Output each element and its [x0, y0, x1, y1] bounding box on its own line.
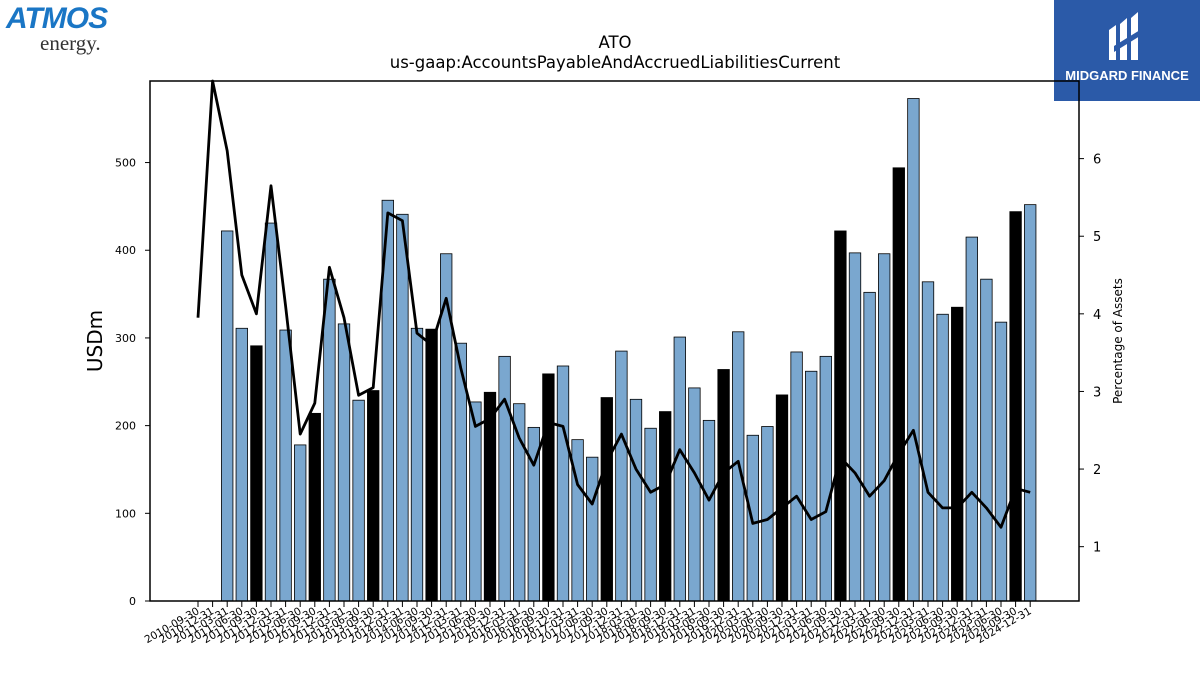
bar [337, 323, 351, 602]
y2-tick-label: 1 [1093, 541, 1101, 556]
bar [629, 398, 643, 602]
bar [615, 350, 628, 602]
bar [1009, 211, 1022, 602]
midgard-logo-text: MIDGARD FINANCE [1065, 68, 1189, 83]
bar [483, 391, 497, 602]
y-tick-label: 100 [115, 507, 136, 520]
atmos-energy-logo: ATMOS energy. [6, 4, 132, 60]
bar [775, 394, 789, 602]
bar [761, 426, 774, 602]
bar [790, 351, 803, 602]
bar [980, 278, 993, 602]
bar [936, 313, 949, 602]
chart-title: ATO [598, 33, 631, 52]
y-tick-label: 0 [129, 595, 136, 608]
bar [367, 390, 380, 602]
y2-axis-label: Percentage of Assets [1111, 278, 1125, 404]
y2-axis: 1 2 3 4 5 6 [1079, 153, 1101, 556]
bar [994, 321, 1008, 602]
y-tick-label: 200 [115, 420, 136, 433]
y2-tick-label: 5 [1093, 230, 1101, 245]
percentage-line [196, 79, 1031, 529]
bar [396, 213, 409, 602]
y2-tick-label: 6 [1093, 153, 1101, 168]
bar [878, 253, 891, 602]
bar [542, 373, 555, 602]
bar [323, 278, 336, 602]
bar [425, 328, 438, 602]
bar [440, 253, 453, 602]
y-tick-label: 300 [115, 332, 136, 345]
bar [965, 236, 978, 602]
plot-frame [149, 80, 1080, 602]
bar [892, 167, 905, 602]
y-tick-label: 500 [115, 157, 136, 170]
bar [688, 387, 701, 602]
bar [308, 412, 321, 602]
y2-tick-label: 3 [1093, 385, 1101, 400]
bar [819, 355, 832, 602]
bar [848, 252, 862, 602]
bars-layer [221, 98, 1037, 602]
bar [717, 369, 730, 602]
bar [586, 456, 599, 602]
bar [951, 306, 964, 602]
bar [264, 222, 278, 602]
bar [250, 345, 263, 602]
bar [702, 419, 716, 602]
bar [556, 365, 570, 602]
bar [279, 329, 292, 602]
midgard-mark-icon [1109, 12, 1140, 60]
bar [469, 401, 482, 602]
bar [921, 281, 935, 602]
bar [1024, 204, 1037, 602]
bar [659, 411, 672, 602]
atmos-logo-sub: energy. [40, 31, 101, 55]
x-axis: 2010-09-302010-12-312011-03-312011-06-30… [143, 601, 1034, 646]
y2-tick-label: 4 [1093, 308, 1101, 323]
bar [498, 355, 511, 602]
bar [235, 327, 248, 602]
y-axis-label: USDm [83, 310, 107, 372]
bar [673, 336, 686, 602]
chart-subtitle: us-gaap:AccountsPayableAndAccruedLiabili… [390, 53, 841, 72]
bar [410, 327, 424, 602]
atmos-logo-word: ATMOS [6, 2, 108, 35]
y2-tick-label: 2 [1093, 463, 1101, 478]
bar [644, 427, 657, 602]
bar [907, 98, 920, 602]
bar [294, 444, 307, 602]
bar [352, 399, 365, 602]
y-axis: 0 100 200 300 400 500 [115, 157, 150, 608]
bar [600, 397, 613, 602]
bar [805, 370, 818, 602]
bar [513, 403, 526, 602]
bar [221, 230, 234, 602]
bar [834, 230, 847, 602]
line-layer [196, 79, 1031, 529]
bar [863, 291, 876, 602]
y-tick-label: 400 [115, 244, 136, 257]
